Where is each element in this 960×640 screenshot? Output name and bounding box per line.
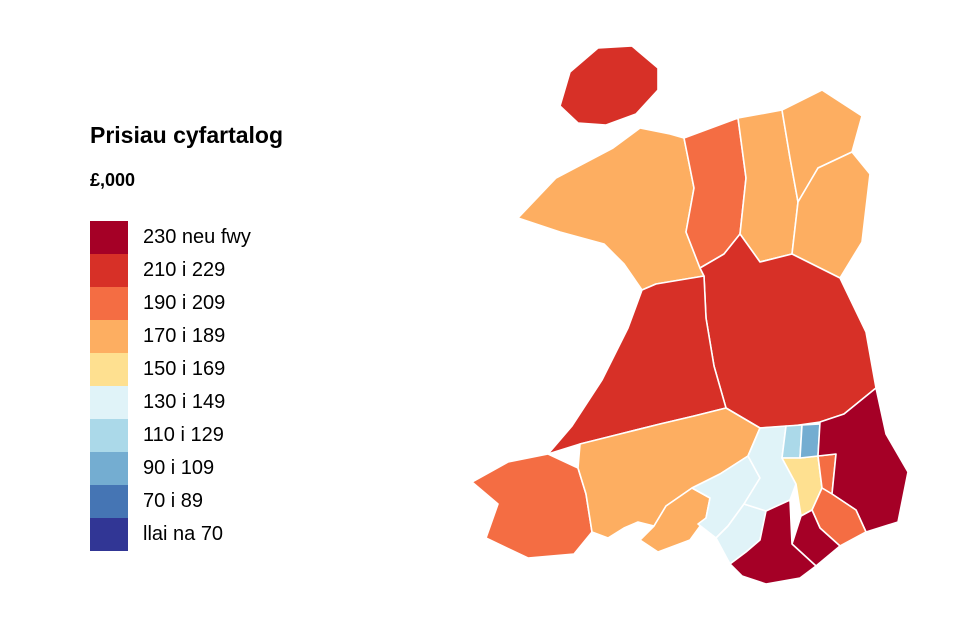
- legend-item-label: 110 i 129: [143, 424, 224, 447]
- region-sir-fynwy: [817, 387, 909, 533]
- region-gwynedd: [517, 127, 705, 291]
- legend-item: 150 i 169: [90, 353, 390, 387]
- legend-color-swatch: [90, 485, 128, 519]
- legend-color-swatch: [90, 287, 128, 321]
- legend-item: 190 i 209: [90, 287, 390, 321]
- legend-color-swatch: [90, 221, 128, 255]
- legend-color-swatch: [90, 419, 128, 453]
- legend-item-label: 150 i 169: [143, 358, 226, 381]
- region-sir-benfro: [471, 453, 593, 559]
- legend-color-swatch: [90, 386, 128, 420]
- legend-color-swatch: [90, 254, 128, 288]
- legend-units-label: £,000: [90, 170, 136, 191]
- region-ynys-mon: [559, 45, 659, 126]
- region-merthyr-tudful: [781, 424, 803, 459]
- map-legend: Prisiau cyfartalog £,000 230 neu fwy 210 …: [90, 122, 390, 552]
- legend-item: 170 i 189: [90, 320, 390, 354]
- legend-item: 130 i 149: [90, 386, 390, 420]
- legend-item-label: 170 i 189: [143, 325, 226, 348]
- legend-item-label: 70 i 89: [143, 490, 204, 513]
- choropleth-map-wales: [408, 26, 933, 611]
- legend-item: 90 i 109: [90, 452, 390, 486]
- legend-item-label: 90 i 109: [143, 457, 215, 480]
- legend-item-label: 230 neu fwy: [143, 226, 251, 249]
- legend-item: 230 neu fwy: [90, 221, 390, 255]
- legend-color-swatch: [90, 353, 128, 387]
- wales-map-svg: [471, 45, 909, 585]
- region-blaenau-gwent: [799, 423, 821, 459]
- region-bro-morgannwg: [729, 499, 817, 585]
- legend-items: 230 neu fwy 210 i 229 190 i 209 170 i 189 15…: [90, 221, 390, 552]
- legend-item: 210 i 229: [90, 254, 390, 288]
- legend-item: 70 i 89: [90, 485, 390, 519]
- legend-item-label: 130 i 149: [143, 391, 226, 414]
- legend-item-label: 190 i 209: [143, 292, 226, 315]
- legend-item-label: llai na 70: [143, 523, 224, 546]
- legend-color-swatch: [90, 518, 128, 552]
- legend-item: llai na 70: [90, 518, 390, 552]
- legend-color-swatch: [90, 320, 128, 354]
- legend-item-label: 210 i 229: [143, 259, 226, 282]
- legend-title: Prisiau cyfartalog: [90, 122, 284, 148]
- legend-color-swatch: [90, 452, 128, 486]
- legend-item: 110 i 129: [90, 419, 390, 453]
